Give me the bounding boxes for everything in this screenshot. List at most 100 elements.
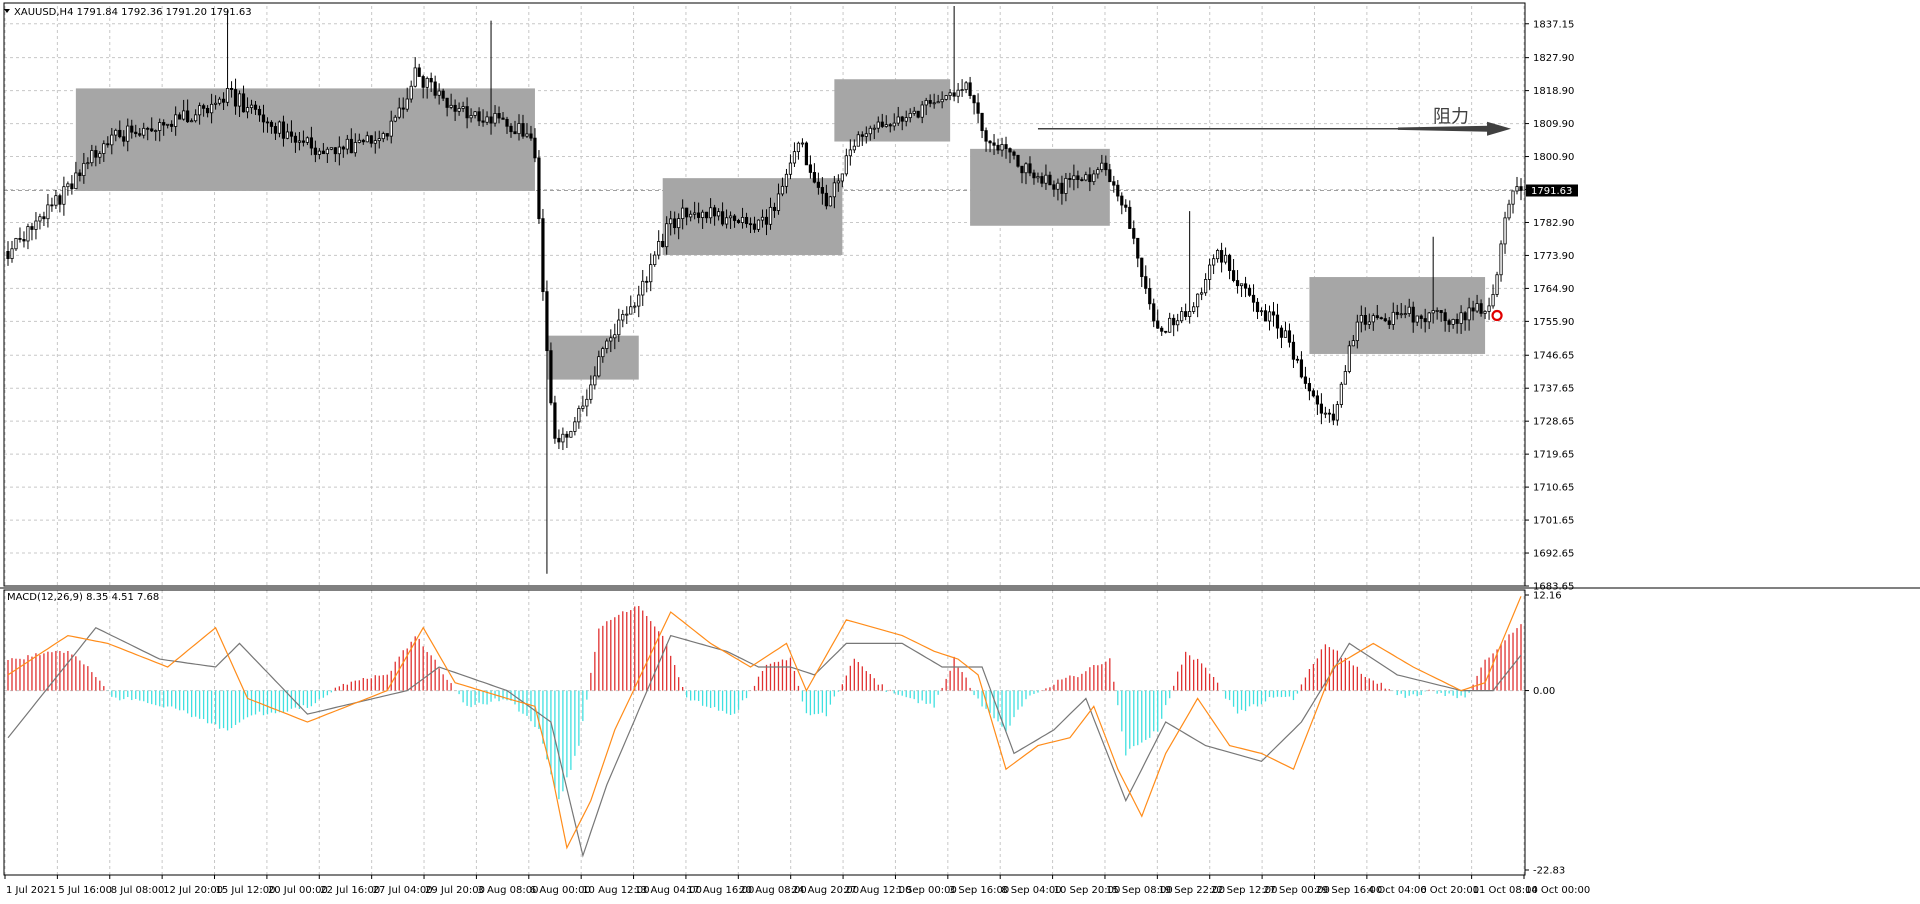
candle	[186, 99, 190, 123]
candle	[1499, 240, 1503, 282]
candle-body	[18, 238, 22, 240]
candle	[1048, 171, 1052, 186]
candle-body	[1104, 162, 1108, 171]
candle	[948, 89, 952, 101]
candle	[649, 253, 653, 292]
price-axis[interactable]: 1837.15 1827.90 1818.90 1809.90 1800.90 1791.…	[1525, 19, 1578, 593]
candle	[441, 88, 445, 102]
candle-body	[517, 123, 521, 135]
candle	[114, 128, 118, 142]
candle	[685, 207, 689, 226]
candle-body	[956, 89, 960, 97]
candle	[800, 138, 805, 148]
candle	[281, 115, 286, 147]
candle-body	[689, 213, 693, 218]
candle-body	[521, 123, 525, 137]
candle	[1507, 199, 1511, 221]
candle-body	[229, 88, 234, 90]
candle	[601, 346, 605, 363]
candle	[980, 112, 984, 139]
candle-body	[317, 150, 321, 155]
candle-body	[1323, 412, 1327, 415]
candle-body	[1315, 395, 1320, 405]
candle-body	[170, 123, 174, 127]
time-tick-label: 27 Sep 00:00	[1263, 885, 1330, 896]
candle	[178, 112, 182, 120]
candle	[892, 113, 896, 131]
candle-body	[122, 136, 126, 142]
candle	[517, 114, 521, 141]
candle	[489, 20, 493, 135]
candle-body	[1391, 311, 1395, 325]
candle	[253, 101, 258, 115]
candle-body	[1052, 184, 1056, 190]
candle-body	[752, 223, 757, 230]
candle-body	[533, 137, 537, 159]
candle	[709, 198, 713, 224]
candle	[1223, 247, 1228, 265]
consolidation-zone	[75, 88, 535, 191]
candle	[796, 141, 801, 160]
price-tick-label: 1719.65	[1533, 450, 1574, 461]
candle-body	[341, 146, 345, 150]
candle-body	[724, 217, 729, 225]
candle-body	[202, 105, 206, 109]
candle-body	[361, 139, 365, 143]
candle-body	[138, 133, 142, 136]
candle	[1419, 314, 1423, 329]
candle	[720, 202, 725, 227]
candle-body	[142, 127, 146, 136]
candle	[206, 105, 210, 118]
candle	[469, 108, 473, 123]
candle-body	[920, 104, 924, 118]
candle-body	[693, 212, 697, 215]
candle	[154, 129, 158, 141]
candle	[485, 111, 489, 126]
candle-body	[505, 118, 509, 127]
candle	[1447, 318, 1451, 333]
candle	[1231, 259, 1236, 283]
candle-body	[285, 131, 290, 139]
candle-body	[541, 218, 545, 293]
candle	[1367, 313, 1371, 329]
candle-body	[928, 100, 932, 104]
candle	[1371, 313, 1375, 331]
candle	[429, 72, 433, 92]
candle	[569, 430, 573, 438]
candle-body	[86, 162, 90, 165]
candle	[453, 99, 457, 121]
candle	[1383, 313, 1387, 323]
time-tick-label: 1 Sep 00:00	[896, 885, 956, 896]
candle	[170, 120, 174, 132]
candle-body	[904, 117, 908, 122]
candle	[888, 123, 892, 133]
candle-body	[1267, 311, 1272, 322]
candle-body	[625, 313, 629, 316]
candle-body	[425, 77, 429, 88]
candle	[174, 106, 178, 136]
candle-body	[501, 117, 505, 120]
candle	[956, 83, 960, 104]
time-tick-label: 6 Oct 20:00	[1420, 885, 1479, 896]
triangle-down-icon[interactable]	[4, 9, 10, 13]
candle-body	[597, 356, 601, 377]
candle	[449, 93, 453, 110]
candle-body	[545, 291, 549, 352]
candle	[1307, 377, 1312, 401]
candle	[836, 174, 840, 192]
candle	[1399, 303, 1403, 319]
macd-signal-line	[7, 626, 1522, 858]
candle	[653, 251, 657, 267]
candle-body	[792, 151, 797, 164]
candle-body	[233, 89, 238, 107]
candle-body	[952, 92, 956, 97]
candle	[409, 80, 413, 103]
candle	[784, 168, 789, 194]
candle-body	[261, 114, 266, 123]
candle-body	[265, 121, 270, 124]
candle-body	[385, 133, 389, 137]
candle	[1451, 318, 1455, 329]
candle-body	[605, 340, 609, 349]
